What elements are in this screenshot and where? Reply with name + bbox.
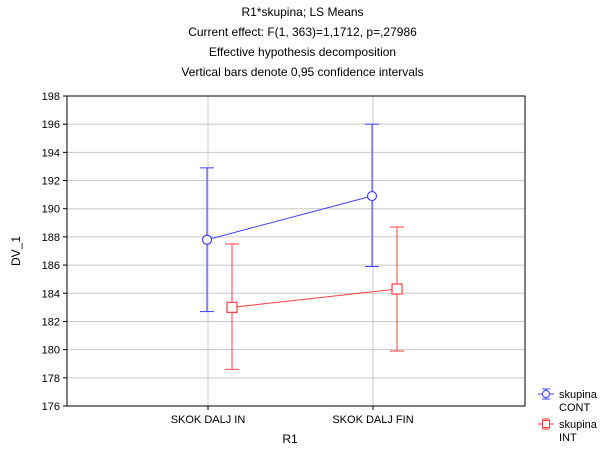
y-tick-label: 190 bbox=[42, 204, 60, 216]
legend-marker-square bbox=[542, 420, 550, 428]
y-tick-label: 184 bbox=[42, 288, 60, 300]
x-tick-label: SKOK DALJ FIN bbox=[332, 414, 413, 426]
plot-area bbox=[67, 96, 525, 406]
y-tick-label: 176 bbox=[42, 401, 60, 413]
legend-marker-circle bbox=[542, 390, 550, 398]
x-axis-label: R1 bbox=[282, 432, 298, 446]
legend-label-sub: INT bbox=[559, 432, 577, 444]
y-axis-label: DV_1 bbox=[9, 236, 23, 266]
y-tick-label: 186 bbox=[42, 260, 60, 272]
chart-subtitle-effect: Current effect: F(1, 363)=1,1712, p=,279… bbox=[188, 25, 417, 39]
y-tick-label: 192 bbox=[42, 176, 60, 188]
plot-border bbox=[66, 95, 526, 407]
y-tick-label: 178 bbox=[42, 373, 60, 385]
series-line-int bbox=[231, 288, 398, 308]
chart-title: R1*skupina; LS Means bbox=[241, 5, 364, 19]
x-tick-label: SKOK DALJ IN bbox=[171, 414, 246, 426]
chart-subtitle-decomposition: Effective hypothesis decomposition bbox=[208, 45, 397, 59]
y-tick-label: 182 bbox=[42, 316, 60, 328]
data-point-circle bbox=[201, 234, 213, 245]
data-point-square bbox=[226, 301, 238, 313]
y-tick-label: 188 bbox=[42, 232, 60, 244]
data-point-circle bbox=[366, 190, 378, 202]
data-point-square bbox=[391, 283, 403, 295]
y-tick-label: 194 bbox=[42, 147, 60, 159]
y-tick-label: 196 bbox=[42, 119, 60, 131]
chart-subtitle-ci-note: Vertical bars denote 0,95 confidence int… bbox=[181, 65, 424, 79]
y-tick-label: 180 bbox=[42, 345, 60, 357]
y-tick-label: 198 bbox=[42, 91, 60, 103]
series-line-cont bbox=[206, 195, 373, 241]
legend-label-sub: CONT bbox=[559, 402, 590, 414]
legend-label: skupina bbox=[559, 389, 598, 401]
legend-label: skupina bbox=[559, 419, 598, 431]
